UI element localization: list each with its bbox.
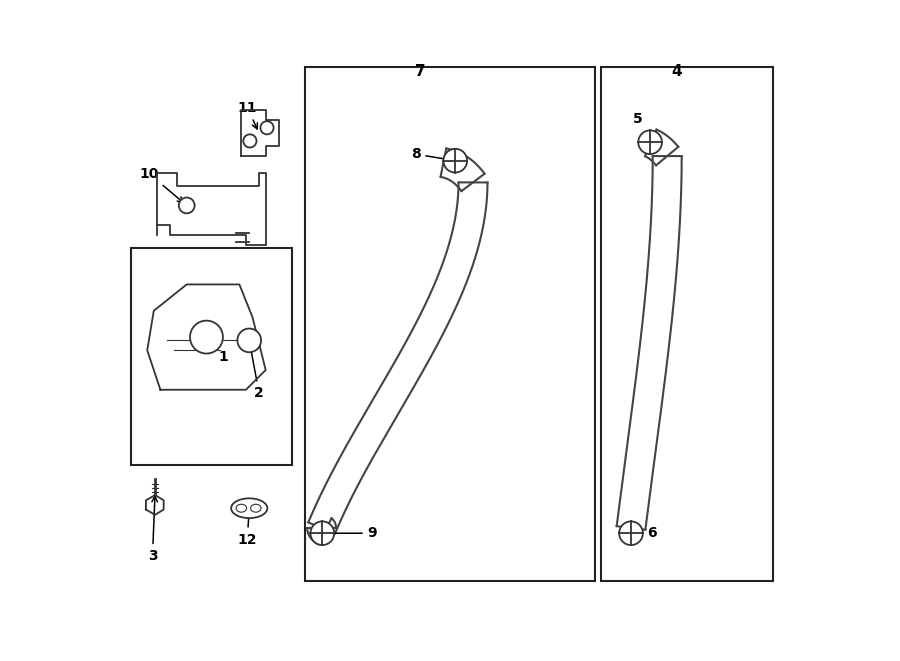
Text: 12: 12	[238, 513, 257, 547]
Circle shape	[310, 522, 334, 545]
Text: 1: 1	[210, 340, 228, 364]
Text: 8: 8	[410, 147, 451, 162]
Circle shape	[638, 130, 662, 154]
Circle shape	[238, 329, 261, 352]
Circle shape	[243, 134, 256, 147]
Ellipse shape	[231, 498, 267, 518]
Circle shape	[260, 121, 274, 134]
Bar	[305, 67, 595, 580]
Text: 2: 2	[248, 345, 264, 401]
Ellipse shape	[250, 504, 261, 512]
Circle shape	[444, 149, 467, 173]
Circle shape	[179, 198, 194, 214]
Text: 9: 9	[327, 526, 377, 540]
Text: 11: 11	[238, 100, 257, 129]
Text: 5: 5	[633, 112, 648, 138]
Text: 3: 3	[148, 496, 157, 563]
Circle shape	[190, 321, 223, 354]
Text: 10: 10	[140, 167, 184, 202]
Text: 6: 6	[635, 526, 657, 540]
Text: 7: 7	[415, 64, 426, 79]
Circle shape	[619, 522, 643, 545]
Text: 4: 4	[671, 64, 682, 79]
Bar	[601, 67, 772, 580]
Bar	[130, 249, 292, 465]
Ellipse shape	[236, 504, 247, 512]
